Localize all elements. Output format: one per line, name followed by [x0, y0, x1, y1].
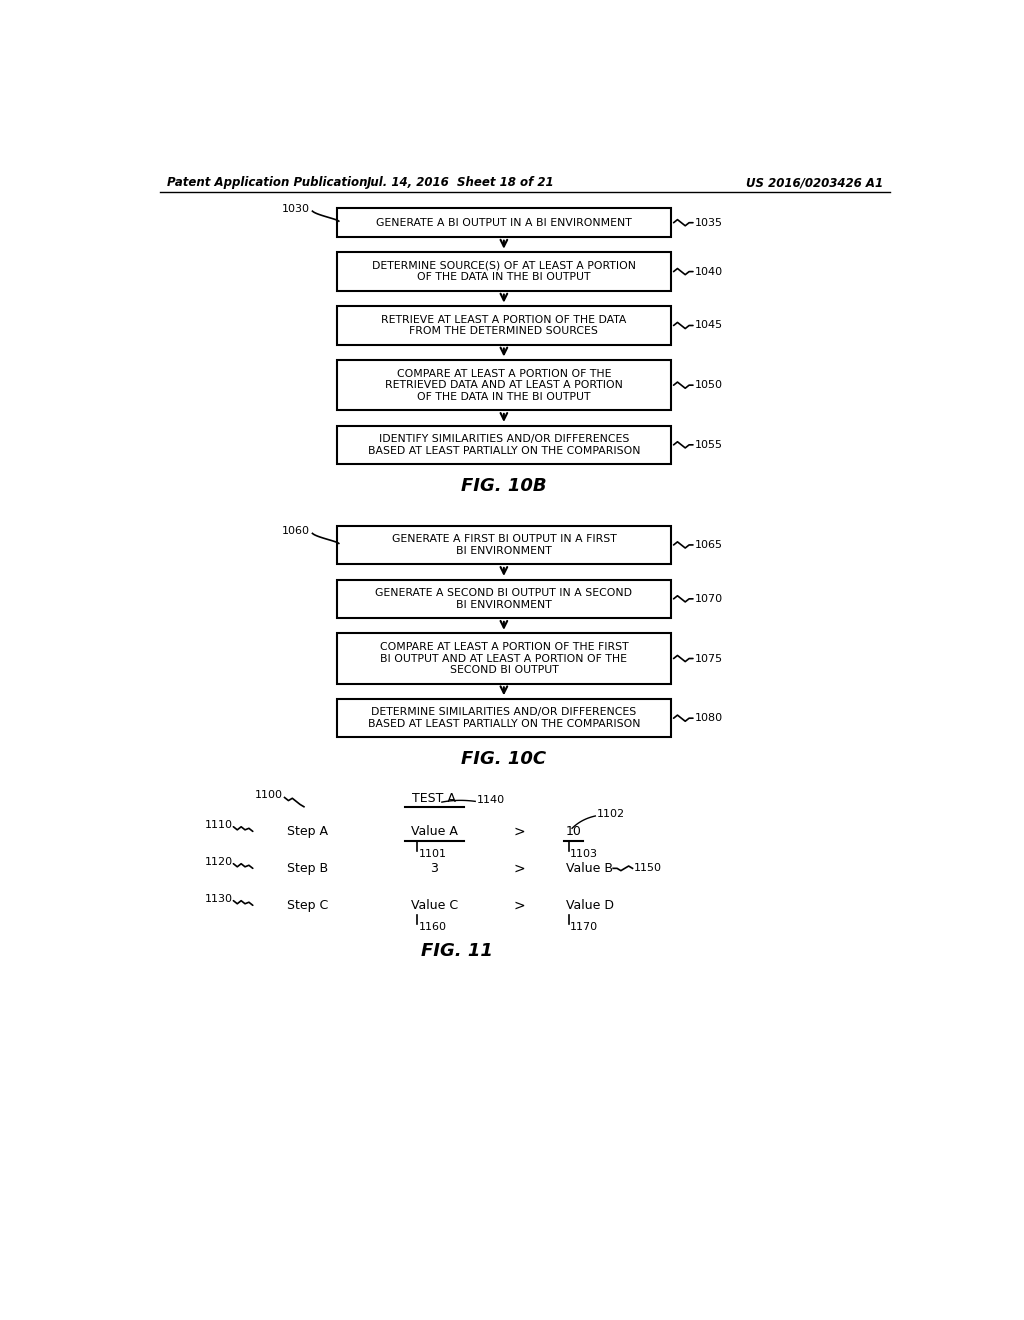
Text: 1140: 1140 [477, 795, 505, 805]
Text: >: > [514, 862, 525, 875]
Text: 1050: 1050 [695, 380, 723, 391]
Text: 1160: 1160 [419, 921, 446, 932]
Text: TEST A: TEST A [413, 792, 456, 805]
Text: FIG. 11: FIG. 11 [422, 942, 494, 961]
FancyBboxPatch shape [337, 525, 671, 564]
Text: 1101: 1101 [419, 850, 446, 859]
Text: Step A: Step A [287, 825, 328, 838]
Text: 1080: 1080 [695, 713, 723, 723]
Text: 3: 3 [430, 862, 438, 875]
FancyBboxPatch shape [337, 360, 671, 411]
Text: Step B: Step B [287, 862, 328, 875]
Text: 1045: 1045 [695, 321, 723, 330]
Text: 1102: 1102 [597, 809, 625, 820]
Text: COMPARE AT LEAST A PORTION OF THE
RETRIEVED DATA AND AT LEAST A PORTION
OF THE D: COMPARE AT LEAST A PORTION OF THE RETRIE… [385, 368, 623, 401]
Text: 1100: 1100 [255, 791, 283, 800]
Text: 1035: 1035 [695, 218, 723, 227]
Text: 10: 10 [566, 825, 582, 838]
Text: GENERATE A SECOND BI OUTPUT IN A SECOND
BI ENVIRONMENT: GENERATE A SECOND BI OUTPUT IN A SECOND … [376, 587, 633, 610]
Text: IDENTIFY SIMILARITIES AND/OR DIFFERENCES
BASED AT LEAST PARTIALLY ON THE COMPARI: IDENTIFY SIMILARITIES AND/OR DIFFERENCES… [368, 434, 640, 455]
Text: 1070: 1070 [695, 594, 723, 603]
Text: 1075: 1075 [695, 653, 723, 664]
Text: FIG. 10C: FIG. 10C [462, 750, 547, 768]
Text: >: > [514, 899, 525, 912]
Text: 1055: 1055 [695, 440, 723, 450]
Text: GENERATE A BI OUTPUT IN A BI ENVIRONMENT: GENERATE A BI OUTPUT IN A BI ENVIRONMENT [376, 218, 632, 227]
Text: Jul. 14, 2016  Sheet 18 of 21: Jul. 14, 2016 Sheet 18 of 21 [368, 176, 555, 189]
Text: 1150: 1150 [634, 863, 663, 874]
Text: Patent Application Publication: Patent Application Publication [167, 176, 368, 189]
Text: Step C: Step C [287, 899, 328, 912]
Text: 1060: 1060 [283, 527, 310, 536]
Text: GENERATE A FIRST BI OUTPUT IN A FIRST
BI ENVIRONMENT: GENERATE A FIRST BI OUTPUT IN A FIRST BI… [391, 535, 616, 556]
FancyBboxPatch shape [337, 252, 671, 290]
Text: 1120: 1120 [205, 857, 232, 867]
Text: 1170: 1170 [569, 921, 598, 932]
Text: DETERMINE SIMILARITIES AND/OR DIFFERENCES
BASED AT LEAST PARTIALLY ON THE COMPAR: DETERMINE SIMILARITIES AND/OR DIFFERENCE… [368, 708, 640, 729]
Text: 1030: 1030 [283, 203, 310, 214]
Text: US 2016/0203426 A1: US 2016/0203426 A1 [746, 176, 884, 189]
Text: Value A: Value A [411, 825, 458, 838]
FancyBboxPatch shape [337, 425, 671, 465]
FancyBboxPatch shape [337, 698, 671, 738]
FancyBboxPatch shape [337, 306, 671, 345]
Text: RETRIEVE AT LEAST A PORTION OF THE DATA
FROM THE DETERMINED SOURCES: RETRIEVE AT LEAST A PORTION OF THE DATA … [381, 314, 627, 337]
Text: 1040: 1040 [695, 267, 723, 277]
Text: 1110: 1110 [205, 820, 232, 830]
Text: Value D: Value D [566, 899, 613, 912]
Text: >: > [514, 825, 525, 838]
Text: FIG. 10B: FIG. 10B [461, 477, 547, 495]
Text: 1130: 1130 [205, 894, 232, 904]
FancyBboxPatch shape [337, 209, 671, 238]
Text: 1103: 1103 [569, 850, 598, 859]
FancyBboxPatch shape [337, 634, 671, 684]
Text: COMPARE AT LEAST A PORTION OF THE FIRST
BI OUTPUT AND AT LEAST A PORTION OF THE
: COMPARE AT LEAST A PORTION OF THE FIRST … [380, 642, 628, 675]
Text: Value B: Value B [566, 862, 613, 875]
Text: Value C: Value C [411, 899, 458, 912]
Text: DETERMINE SOURCE(S) OF AT LEAST A PORTION
OF THE DATA IN THE BI OUTPUT: DETERMINE SOURCE(S) OF AT LEAST A PORTIO… [372, 261, 636, 282]
FancyBboxPatch shape [337, 579, 671, 618]
Text: 1065: 1065 [695, 540, 723, 550]
